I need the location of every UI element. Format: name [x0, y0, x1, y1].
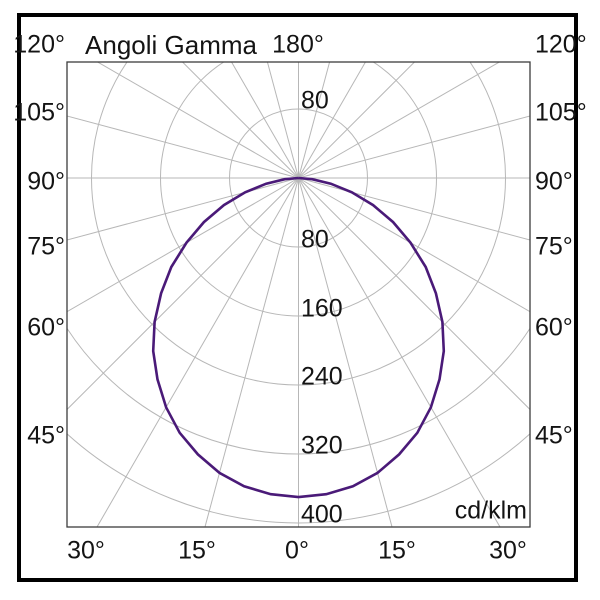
grid-ray — [298, 62, 416, 179]
plot-area-border — [66, 61, 531, 528]
angle-label-right-75: 75° — [535, 232, 573, 261]
luminous-intensity-curve — [151, 176, 446, 499]
intensity-curve — [151, 176, 446, 499]
angle-label-right-105: 105° — [535, 98, 587, 127]
grid-circle — [67, 327, 530, 455]
angle-label-top-180: 180° — [272, 30, 324, 59]
grid-ray — [204, 177, 299, 527]
angle-label-right-120: 120° — [535, 30, 587, 59]
angle-label-left-45: 45° — [27, 421, 65, 450]
angle-label-bottom-30L: 30° — [67, 536, 105, 565]
grid-ray — [96, 62, 299, 179]
grid-ray — [266, 62, 299, 179]
grid-ray — [298, 62, 367, 179]
angle-label-right-90: 90° — [535, 167, 573, 196]
grid-circle — [160, 62, 437, 317]
angle-label-left-90: 90° — [27, 167, 65, 196]
grid-ray — [67, 177, 299, 241]
angle-label-right-45: 45° — [535, 421, 573, 450]
radial-tick-240: 240 — [301, 362, 343, 391]
grid-ray — [67, 177, 299, 313]
grid-ray — [298, 62, 331, 179]
grid-ray — [181, 62, 299, 179]
angle-label-bottom-30R: 30° — [489, 536, 527, 565]
outer-frame — [17, 13, 578, 582]
angle-label-bottom-15R: 15° — [378, 536, 416, 565]
grid-circle — [91, 62, 506, 386]
radial-tick-400: 400 — [301, 500, 343, 529]
radial-tick-320: 320 — [301, 431, 343, 460]
unit-label: cd/klm — [454, 496, 527, 525]
angle-label-left-105: 105° — [13, 98, 65, 127]
grid-ray — [298, 62, 501, 179]
grid-ray — [67, 177, 299, 411]
radial-tick-80: 80 — [301, 225, 329, 254]
angle-label-bottom-15L: 15° — [178, 536, 216, 565]
grid-ray — [67, 115, 299, 179]
angle-label-left-60: 60° — [27, 313, 65, 342]
angle-label-left-75: 75° — [27, 232, 65, 261]
angle-label-left-120: 120° — [13, 30, 65, 59]
grid-circle — [229, 108, 368, 248]
angle-label-bottom-0: 0° — [285, 536, 309, 565]
grid-circle — [67, 432, 530, 524]
chart-title: Angoli Gamma — [85, 30, 257, 60]
grid-ray — [96, 177, 299, 527]
grid-ray — [298, 177, 530, 241]
grid-ray — [298, 177, 501, 527]
angle-label-right-60: 60° — [535, 313, 573, 342]
grid-ray — [298, 177, 530, 411]
radial-tick-80-top: 80 — [301, 86, 329, 115]
grid-ray — [298, 177, 393, 527]
radial-tick-160: 160 — [301, 294, 343, 323]
grid-ray — [298, 177, 530, 313]
grid-ray — [298, 115, 530, 179]
grid-ray — [230, 62, 299, 179]
